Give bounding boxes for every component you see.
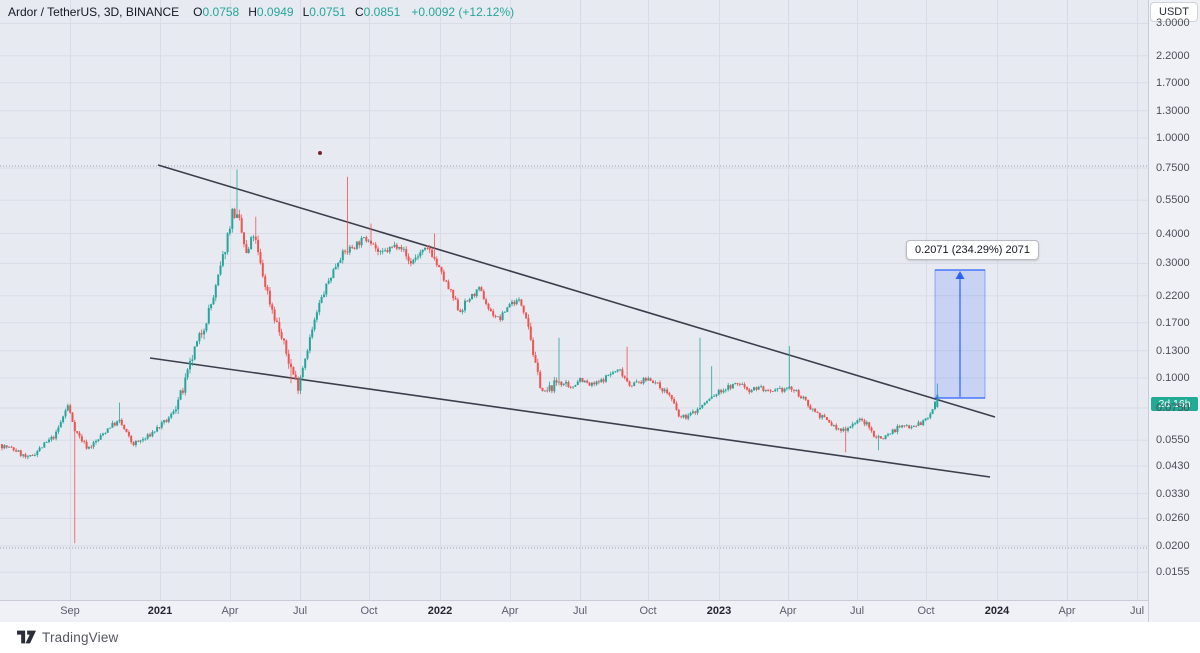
time-tick-label: Apr bbox=[221, 605, 239, 617]
change-value: +0.0092 (+12.12%) bbox=[411, 5, 515, 19]
candlestick-chart[interactable] bbox=[0, 0, 1148, 600]
price-tick-label: 0.1300 bbox=[1156, 345, 1190, 357]
bottom-bar: TradingView bbox=[0, 622, 1200, 653]
time-tick-label: 2024 bbox=[984, 605, 1010, 617]
time-tick-label: Apr bbox=[1058, 605, 1076, 617]
time-tick-label: 2022 bbox=[427, 605, 453, 617]
time-tick-label: Oct bbox=[360, 605, 378, 617]
price-tick-label: 1.7000 bbox=[1156, 77, 1190, 89]
time-tick-label: Apr bbox=[501, 605, 519, 617]
time-tick-label: Oct bbox=[917, 605, 935, 617]
ohlc-open: O0.0758 bbox=[193, 5, 240, 19]
price-tick-label: 0.2200 bbox=[1156, 290, 1190, 302]
time-tick-label: Jul bbox=[292, 605, 308, 617]
chart-legend: Ardor / TetherUS, 3D, BINANCE O0.0758 H0… bbox=[8, 5, 514, 19]
price-tick-label: 0.4000 bbox=[1156, 228, 1190, 240]
currency-unit-button[interactable]: USDT bbox=[1151, 3, 1197, 21]
price-tick-label: 0.0430 bbox=[1156, 460, 1190, 472]
ohlc-high: H0.0949 bbox=[248, 5, 294, 19]
price-tick-label: 1.0000 bbox=[1156, 132, 1190, 144]
time-tick-label: Jul bbox=[572, 605, 588, 617]
time-tick-label: Oct bbox=[639, 605, 657, 617]
time-tick-label: Jul bbox=[1129, 605, 1145, 617]
time-tick-label: Jul bbox=[849, 605, 865, 617]
price-tick-label: 2.2000 bbox=[1156, 50, 1190, 62]
tradingview-logo[interactable]: TradingView bbox=[17, 629, 119, 645]
price-tick-label: 0.0330 bbox=[1156, 488, 1190, 500]
price-tick-label: 0.0155 bbox=[1156, 566, 1190, 578]
price-tick-label: 0.0750 bbox=[1156, 402, 1190, 414]
price-axis[interactable]: USDT 2d 16h 3.0000 2.2000 1.7000 1.3000 1.00… bbox=[1148, 0, 1200, 622]
price-tick-label: 3.0000 bbox=[1156, 17, 1190, 29]
bar-countdown-badge: 2d 16h bbox=[1151, 397, 1198, 411]
price-tick-label: 0.0550 bbox=[1156, 434, 1190, 446]
ohlc-close: C0.0851 bbox=[354, 5, 401, 19]
chart-pane[interactable]: Ardor / TetherUS, 3D, BINANCE O0.0758 H0… bbox=[0, 0, 1148, 600]
price-range-label[interactable]: 0.2071 (234.29%) 2071 bbox=[906, 240, 1039, 260]
tradingview-logo-icon bbox=[17, 630, 36, 644]
time-tick-label: 2023 bbox=[706, 605, 732, 617]
price-tick-label: 0.3000 bbox=[1156, 257, 1190, 269]
price-tick-label: 0.0200 bbox=[1156, 540, 1190, 552]
price-tick-label: 0.5500 bbox=[1156, 194, 1190, 206]
price-tick-label: 0.1700 bbox=[1156, 317, 1190, 329]
price-tick-label: 1.3000 bbox=[1156, 105, 1190, 117]
time-axis[interactable]: Sep 2021 Apr Jul Oct 2022 Apr Jul Oct 2023 Apr Jul O… bbox=[0, 600, 1200, 622]
ohlc-low: L0.0751 bbox=[302, 5, 346, 19]
time-tick-label: Sep bbox=[60, 605, 80, 617]
time-tick-label: Apr bbox=[779, 605, 797, 617]
price-tick-label: 0.1000 bbox=[1156, 372, 1190, 384]
price-tick-label: 0.0260 bbox=[1156, 512, 1190, 524]
time-tick-label: 2021 bbox=[147, 605, 173, 617]
tradingview-logo-text: TradingView bbox=[42, 629, 119, 645]
price-tick-label: 0.7500 bbox=[1156, 162, 1190, 174]
symbol-title[interactable]: Ardor / TetherUS, 3D, BINANCE bbox=[8, 5, 180, 19]
